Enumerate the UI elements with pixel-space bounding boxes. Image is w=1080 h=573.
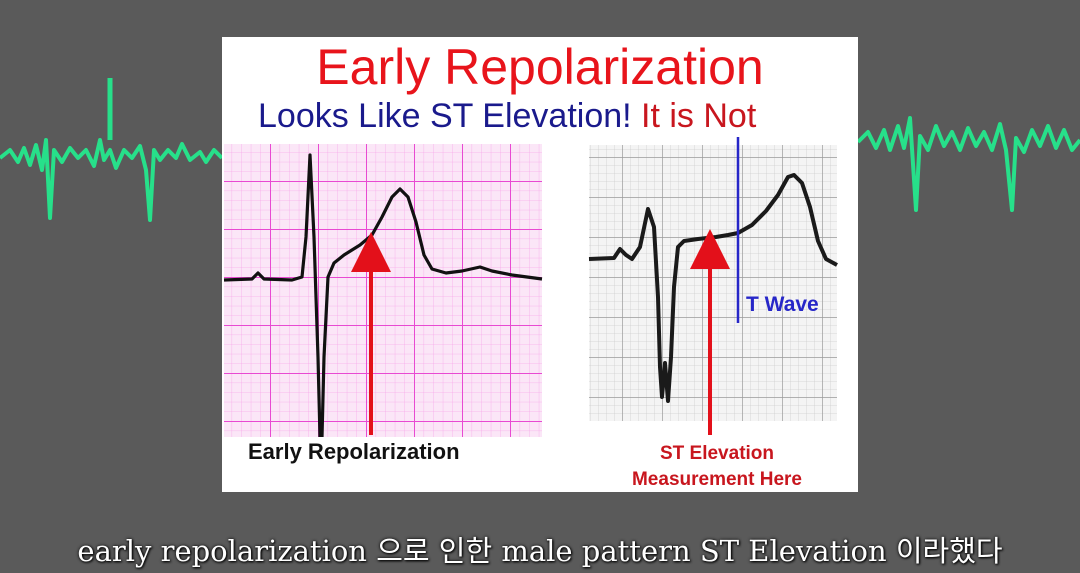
video-caption: early repolarization 으로 인한 male pattern …: [77, 534, 1003, 568]
early-repolarization-label: Early Repolarization: [248, 439, 460, 464]
st-elevation-label-line1: ST Elevation: [659, 443, 775, 464]
slide-subtitle: Looks Like ST Elevation! It is Not: [258, 95, 756, 137]
monitor-ecg-trace-right: [856, 116, 1080, 212]
st-elevation-label-line2: Measurement Here: [631, 469, 803, 490]
t-wave-label: T Wave: [746, 293, 819, 316]
slide: Early Repolarization Looks Like ST Eleva…: [222, 37, 858, 492]
st-elevation-label: ST Elevation Measurement Here: [602, 441, 832, 493]
monitor-ecg-trace-left: [0, 138, 224, 222]
st-elevation-waveform: [588, 173, 838, 403]
early-repolarization-waveform: [223, 153, 543, 438]
st-elevation-strip: [588, 137, 838, 435]
subtitle-red-text: It is Not: [641, 97, 757, 135]
early-repolarization-strip: [223, 144, 543, 438]
slide-title: Early Repolarization: [316, 39, 764, 95]
subtitle-blue-text: Looks Like ST Elevation!: [258, 97, 642, 135]
ecg-comparison-figure: [223, 137, 838, 438]
